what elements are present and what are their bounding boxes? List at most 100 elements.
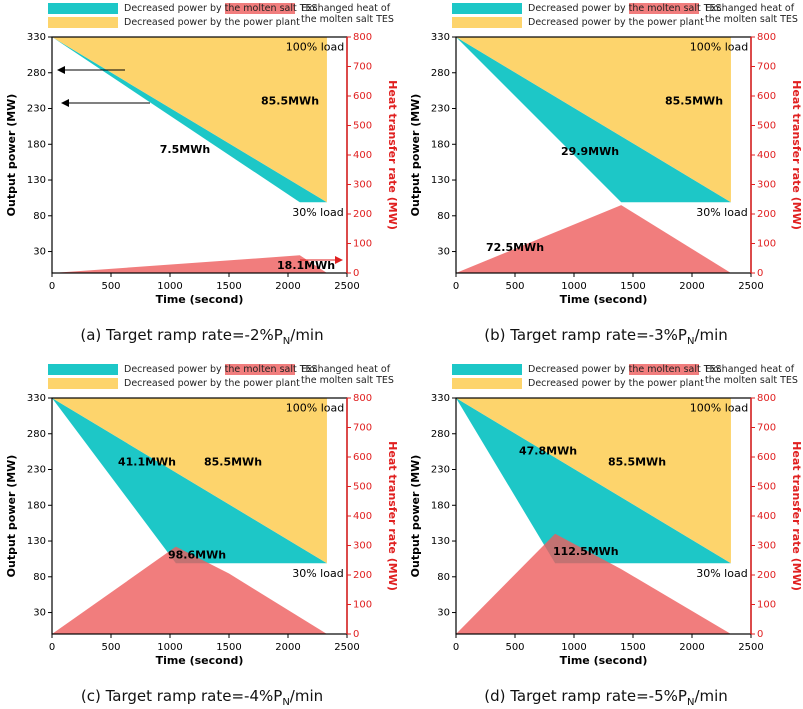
x-tick-label: 1500 xyxy=(216,642,241,653)
y2-tick-label: 300 xyxy=(757,541,776,552)
y2-tick-label: 700 xyxy=(757,62,776,73)
caption-part: (a) Target ramp rate=-2%P xyxy=(80,326,283,344)
y-tick-label: 330 xyxy=(27,393,46,404)
x-tick-label: 1500 xyxy=(216,281,241,292)
y2-tick-label: 200 xyxy=(757,209,776,220)
y-tick-label: 180 xyxy=(27,139,46,150)
y2-tick-label: 100 xyxy=(353,239,372,250)
heat-area xyxy=(52,255,327,273)
x-tick-label: 0 xyxy=(453,642,459,653)
legend-swatch xyxy=(225,364,295,375)
annotation: 30% load xyxy=(292,206,343,219)
caption-part: N xyxy=(686,697,695,708)
y2-tick-label: 300 xyxy=(353,541,372,552)
x-tick-label: 1000 xyxy=(157,642,182,653)
legend-swatch xyxy=(48,3,118,14)
y2-tick-label: 200 xyxy=(757,570,776,581)
y2-tick-label: 500 xyxy=(353,121,372,132)
y-axis-label: Output power (MW) xyxy=(409,455,422,578)
legend-swatch xyxy=(629,364,699,375)
annotation: 29.9MWh xyxy=(561,145,619,158)
x-tick-label: 1000 xyxy=(157,281,182,292)
panel: 0 500 1000 1500 2000 2500 30 80 130 180 230 280 330 0… xyxy=(5,3,399,306)
y2-tick-label: 800 xyxy=(353,32,372,43)
y-tick-label: 80 xyxy=(437,572,450,583)
x-tick-label: 500 xyxy=(101,281,120,292)
caption: (b) Target ramp rate=-3%PN/min xyxy=(406,326,803,347)
y2-tick-label: 400 xyxy=(757,511,776,522)
x-axis-label: Time (second) xyxy=(156,293,244,306)
y-tick-label: 180 xyxy=(431,500,450,511)
panel: 0 500 1000 1500 2000 2500 30 80 130 180 230 280 330 0… xyxy=(5,364,399,667)
x-tick-label: 0 xyxy=(49,642,55,653)
legend-swatch xyxy=(452,364,522,375)
power-area xyxy=(456,37,731,203)
legend-swatch xyxy=(452,378,522,389)
y-tick-label: 80 xyxy=(33,211,46,222)
legend-label: Exchanged heat of the molten salt TES xyxy=(705,364,798,386)
x-tick-label: 1500 xyxy=(620,642,645,653)
y-tick-label: 330 xyxy=(431,32,450,43)
y-tick-label: 280 xyxy=(431,429,450,440)
power-area xyxy=(52,398,327,564)
annotation: 7.5MWh xyxy=(160,143,210,156)
legend-swatch xyxy=(48,378,118,389)
y-axis-label: Output power (MW) xyxy=(409,94,422,217)
panel: 0 500 1000 1500 2000 2500 30 80 130 180 230 280 330 0… xyxy=(409,3,803,306)
annotation: 100% load xyxy=(690,402,748,415)
x-tick-label: 2500 xyxy=(738,281,763,292)
caption-part: N xyxy=(282,336,291,347)
x-tick-label: 2000 xyxy=(275,281,300,292)
legend-label: Decreased power by the molten salt TES xyxy=(528,364,722,375)
y2-tick-label: 800 xyxy=(353,393,372,404)
annotation: 18.1MWh xyxy=(277,259,335,272)
legend-label: Decreased power by the power plant xyxy=(528,378,704,389)
legend-swatch xyxy=(629,3,699,14)
legend-swatch xyxy=(48,17,118,28)
legend-label: Decreased power by the power plant xyxy=(528,17,704,28)
x-axis-label: Time (second) xyxy=(156,654,244,667)
power-area xyxy=(52,37,327,203)
annotation: 100% load xyxy=(286,41,344,54)
annotation: 47.8MWh xyxy=(519,445,577,458)
y-tick-label: 30 xyxy=(33,608,46,619)
caption-part: (b) Target ramp rate=-3%P xyxy=(484,326,687,344)
caption: (d) Target ramp rate=-5%PN/min xyxy=(406,687,803,708)
legend-label: Decreased power by the molten salt TES xyxy=(528,3,722,14)
x-tick-label: 2000 xyxy=(679,281,704,292)
caption: (a) Target ramp rate=-2%PN/min xyxy=(2,326,402,347)
x-tick-label: 500 xyxy=(505,281,524,292)
annotation: 30% load xyxy=(696,567,747,580)
caption-part: (c) Target ramp rate=-4%P xyxy=(80,687,283,705)
y-tick-label: 130 xyxy=(27,175,46,186)
y2-axis-label: Heat transfer rate (MW) xyxy=(386,441,399,591)
y-tick-label: 130 xyxy=(431,536,450,547)
y-tick-label: 330 xyxy=(27,32,46,43)
heat-area xyxy=(456,205,731,273)
y-tick-label: 330 xyxy=(431,393,450,404)
y2-tick-label: 600 xyxy=(353,91,372,102)
y2-tick-label: 200 xyxy=(353,570,372,581)
y-tick-label: 230 xyxy=(27,465,46,476)
y2-tick-label: 100 xyxy=(757,600,776,611)
y2-tick-label: 700 xyxy=(353,62,372,73)
y-tick-label: 80 xyxy=(33,572,46,583)
legend-label: Decreased power by the molten salt TES xyxy=(124,364,318,375)
y2-tick-label: 400 xyxy=(353,511,372,522)
y2-tick-label: 700 xyxy=(757,423,776,434)
x-tick-label: 1000 xyxy=(561,281,586,292)
y2-tick-label: 200 xyxy=(353,209,372,220)
y2-axis-label: Heat transfer rate (MW) xyxy=(386,80,399,230)
y-axis-label: Output power (MW) xyxy=(5,455,18,578)
annotation: 30% load xyxy=(696,206,747,219)
y-tick-label: 180 xyxy=(431,139,450,150)
y-tick-label: 230 xyxy=(27,104,46,115)
caption-part: N xyxy=(282,697,290,708)
x-axis-label: Time (second) xyxy=(560,654,648,667)
panel: 0 500 1000 1500 2000 2500 30 80 130 180 230 280 330 0… xyxy=(409,364,803,667)
y-tick-label: 230 xyxy=(431,465,450,476)
legend-swatch xyxy=(452,17,522,28)
x-tick-label: 2500 xyxy=(738,642,763,653)
